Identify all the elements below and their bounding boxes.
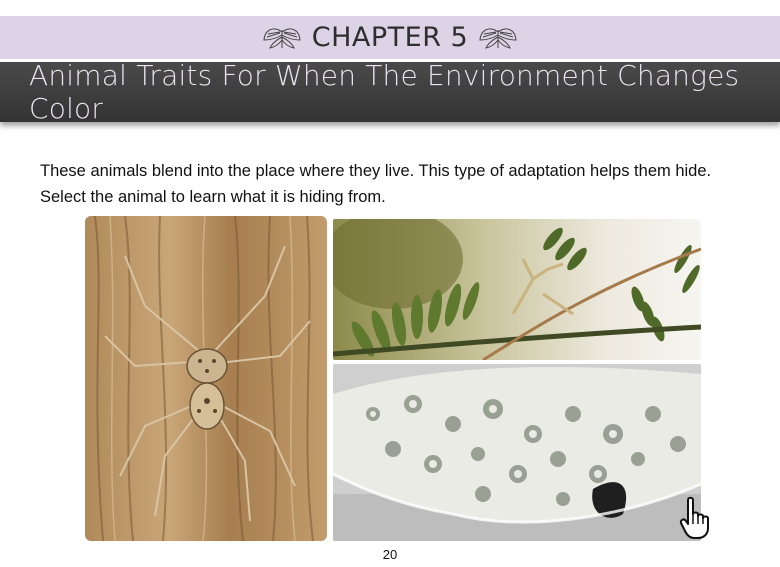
page-title: Animal Traits For When The Environment C… [29,59,740,125]
hand-pointer-icon [679,496,709,539]
intro-text: These animals blend into the place where… [40,162,712,206]
spider-photo-button[interactable] [85,216,327,541]
page-number: 20 [382,547,398,562]
title-bar: Animal Traits For When The Environment C… [0,59,780,125]
moth-icon [263,27,301,49]
mantis-photo-button[interactable] [333,219,701,360]
moth-icon [479,27,517,49]
flounder-image [333,364,701,541]
mantis-image [333,219,701,360]
chapter-header: CHAPTER 5 [0,16,780,59]
chapter-label: CHAPTER 5 [311,22,469,53]
spider-image [85,216,327,541]
flounder-photo-button[interactable] [333,364,701,541]
